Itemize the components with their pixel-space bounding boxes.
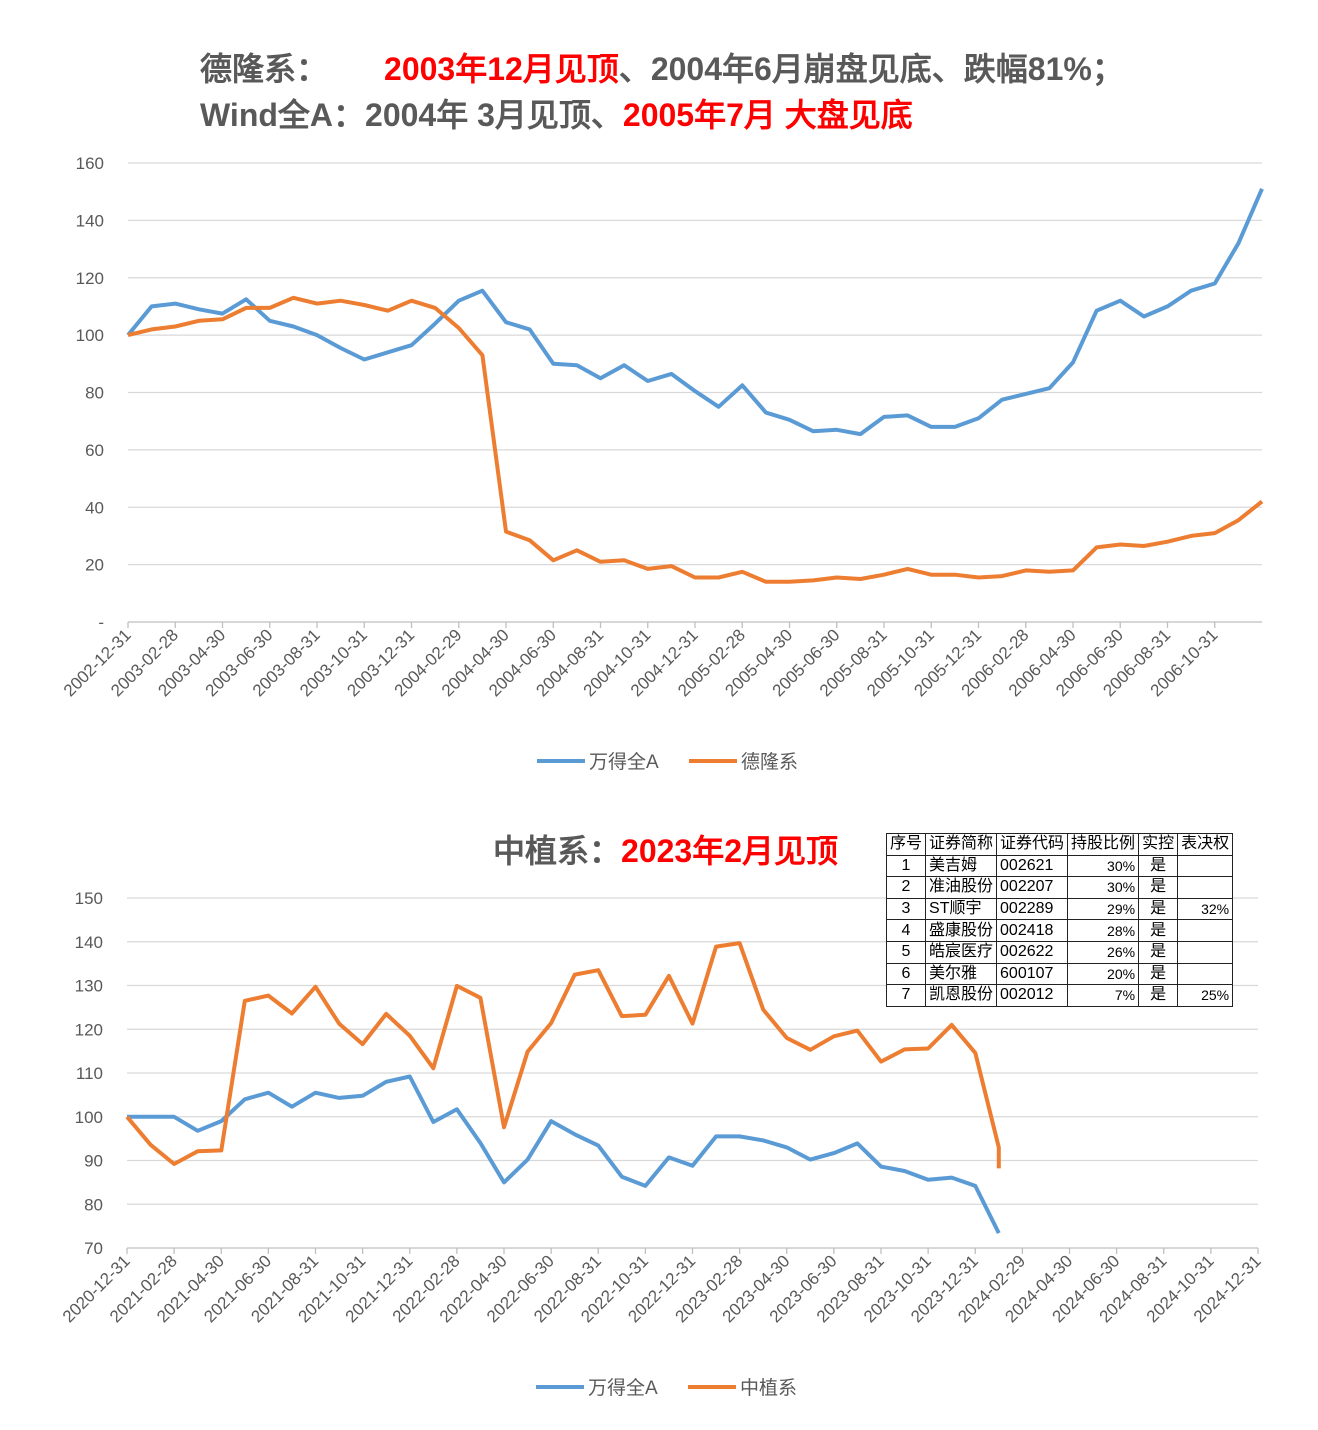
series-line-group xyxy=(125,941,1001,1169)
table-cell: 是 xyxy=(1138,919,1179,942)
table-row: 7 凯恩股份 002012 7% 是 25% xyxy=(885,984,1234,1007)
table-cell: 准油股份 xyxy=(925,876,998,899)
table-cell: 5 xyxy=(885,940,927,964)
y-tick-label: 120 xyxy=(75,1020,103,1039)
title-highlight: 2005年7月 大盘见底 xyxy=(622,97,913,133)
table-row: 3 ST顺宇 002289 29% 是 32% xyxy=(885,897,1234,921)
table-cell: 4 xyxy=(885,919,927,942)
y-tick-label: 110 xyxy=(76,1064,103,1083)
table-cell: 1 xyxy=(885,854,927,878)
series-line-wind-all-a xyxy=(127,1074,1001,1234)
title-highlight: 2003年12月见顶 xyxy=(384,51,619,87)
table-row: 2 准油股份 002207 30% 是 xyxy=(885,876,1234,899)
series-line-wind-all-a xyxy=(126,188,1264,437)
table-cell: 002418 xyxy=(996,919,1069,942)
table-cell: 002012 xyxy=(996,984,1069,1007)
table-cell: 是 xyxy=(1138,876,1179,899)
table-cell: 皓宸医疗 xyxy=(925,940,998,964)
table-header-cell: 证券简称 xyxy=(925,833,998,856)
table-cell: 是 xyxy=(1138,940,1179,964)
table-body: 1 美吉姆 002621 30% 是 2 准油股份 002207 30% 是 3 ST顺宇 002289… xyxy=(885,854,1234,1007)
table-cell: 3 xyxy=(885,897,927,921)
table-cell: 是 xyxy=(1138,897,1179,921)
y-tick-label: 100 xyxy=(75,1108,103,1127)
table-cell: 6 xyxy=(885,962,927,986)
y-tick-label: 140 xyxy=(75,933,103,952)
table-cell: 2 xyxy=(885,876,927,899)
table-cell: 002622 xyxy=(996,940,1069,964)
y-tick-label: 70 xyxy=(84,1239,103,1258)
y-tick-label: - xyxy=(98,613,104,632)
chart1-title-line1: 德隆系： 2003年12月见顶、2004年6月崩盘见底、跌幅81%； xyxy=(200,44,1124,90)
table-header-cell: 表决权 xyxy=(1177,833,1234,856)
y-tick-label: 160 xyxy=(76,154,104,173)
y-tick-label: 140 xyxy=(76,211,104,230)
y-tick-label: 150 xyxy=(75,889,103,908)
table-header-row: 序号 证券简称 证券代码 持股比例 实控 表决权 xyxy=(885,833,1234,856)
series-line-group xyxy=(127,295,1264,584)
chart1-plot: -204060801001201401602002-12-312003-02-2… xyxy=(60,154,1264,773)
title-rest: 、2004年6月崩盘见底、跌幅81%； xyxy=(618,51,1124,87)
table-cell: 32% xyxy=(1177,897,1234,921)
table-cell: 28% xyxy=(1067,919,1140,942)
table-cell: 600107 xyxy=(996,962,1069,986)
legend-label: 万得全A xyxy=(589,751,659,773)
table-cell: 7 xyxy=(885,984,927,1007)
table-row: 5 皓宸医疗 002622 26% 是 xyxy=(885,940,1234,964)
table-cell xyxy=(1177,876,1234,899)
y-tick-label: 40 xyxy=(85,498,104,517)
table-header-cell: 证券代码 xyxy=(996,833,1069,856)
legend-label: 中植系 xyxy=(740,1377,797,1399)
table-cell: 是 xyxy=(1138,962,1179,986)
legend-label: 德隆系 xyxy=(741,751,798,773)
title-prefix: 德隆系： xyxy=(200,51,329,87)
table-cell: 002207 xyxy=(996,876,1069,899)
table-cell: 凯恩股份 xyxy=(925,984,998,1007)
table-cell: 是 xyxy=(1138,854,1179,878)
table-cell xyxy=(1177,919,1234,942)
table-cell xyxy=(1177,962,1234,986)
table-cell: 25% xyxy=(1177,984,1234,1007)
table-cell xyxy=(1177,854,1234,878)
table-row: 4 盛康股份 002418 28% 是 xyxy=(885,919,1234,942)
chart2-title: 中植系：2023年2月见顶 xyxy=(493,826,838,872)
chart1-title-line2: Wind全A：2004年 3月见顶、2005年7月 大盘见底 xyxy=(200,90,913,136)
table-header-cell: 持股比例 xyxy=(1067,833,1140,856)
title-highlight: 2023年2月见顶 xyxy=(621,833,839,869)
table-cell: 26% xyxy=(1067,940,1140,964)
table-header-cell: 实控 xyxy=(1138,833,1179,856)
table-cell: 20% xyxy=(1067,962,1140,986)
holdings-table: 序号 证券简称 证券代码 持股比例 实控 表决权 1 美吉姆 002621 30% 是 2 准油股份 0… xyxy=(885,833,1234,1007)
table-cell: 盛康股份 xyxy=(925,919,998,942)
table-cell: 美尔雅 xyxy=(925,962,998,986)
y-tick-label: 90 xyxy=(84,1152,103,1171)
y-tick-label: 100 xyxy=(76,326,104,345)
table-cell xyxy=(1177,940,1234,964)
table-cell: 30% xyxy=(1067,854,1140,878)
title-prefix: Wind全A：2004年 3月见顶、 xyxy=(200,97,623,133)
y-tick-label: 80 xyxy=(84,1195,103,1214)
y-tick-label: 80 xyxy=(85,384,104,403)
legend-label: 万得全A xyxy=(588,1377,658,1399)
y-tick-label: 130 xyxy=(75,977,103,996)
y-tick-label: 120 xyxy=(76,269,104,288)
table-cell: 002289 xyxy=(996,897,1069,921)
table-cell: 是 xyxy=(1138,984,1179,1007)
table-cell: 30% xyxy=(1067,876,1140,899)
table-cell: ST顺宇 xyxy=(925,897,998,921)
title-prefix: 中植系： xyxy=(493,833,622,869)
y-tick-label: 20 xyxy=(85,556,104,575)
table-header-cell: 序号 xyxy=(885,833,927,856)
table-cell: 美吉姆 xyxy=(925,854,998,878)
table-row: 6 美尔雅 600107 20% 是 xyxy=(885,962,1234,986)
table-cell: 29% xyxy=(1067,897,1140,921)
y-tick-label: 60 xyxy=(85,441,104,460)
table-cell: 002621 xyxy=(996,854,1069,878)
table-cell: 7% xyxy=(1067,984,1140,1007)
table-row: 1 美吉姆 002621 30% 是 xyxy=(885,854,1234,878)
